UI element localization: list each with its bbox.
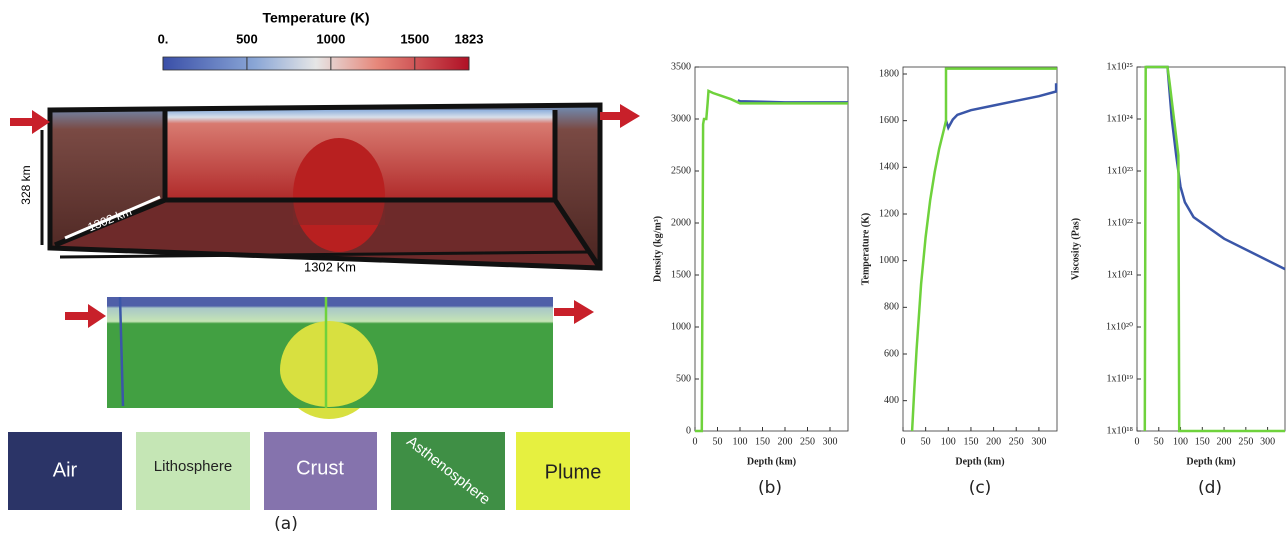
data-line [1145, 67, 1285, 431]
x-tick-label: 250 [1009, 436, 1024, 447]
y-tick-label: 2500 [671, 165, 691, 176]
y-axis-label: Density (kg/m³) [652, 216, 663, 282]
x-tick-label: 100 [733, 436, 748, 447]
x-tick-label: 150 [755, 436, 770, 447]
y-tick-label: 800 [884, 302, 899, 313]
x-tick-label: 200 [986, 436, 1001, 447]
legend-label: Air [53, 459, 78, 481]
caption: (c) [969, 478, 992, 498]
y-tick-label: 1800 [879, 68, 899, 79]
colorbar-tick-label: 1823 [455, 31, 484, 46]
x-tick-label: 200 [778, 436, 793, 447]
data-line [695, 91, 848, 431]
y-tick-label: 1x10²³ [1107, 165, 1133, 176]
plot-frame [1137, 67, 1285, 431]
y-tick-label: 1x10²⁰ [1106, 321, 1133, 332]
x-tick-label: 300 [823, 436, 838, 447]
x-axis-label: Depth (km) [955, 456, 1004, 467]
caption: (a) [274, 514, 298, 534]
data-line [1146, 67, 1285, 269]
x-tick-label: 300 [1031, 436, 1046, 447]
y-tick-label: 3500 [671, 61, 691, 72]
colorbar-tick-label: 1500 [400, 31, 429, 46]
y-tick-label: 1000 [879, 255, 899, 266]
floor-shade [293, 200, 385, 225]
caption: (b) [758, 478, 782, 498]
colorbar-title: Temperature (K) [262, 10, 369, 26]
y-tick-label: 600 [884, 348, 899, 359]
y-tick-label: 1x10²⁵ [1107, 61, 1133, 72]
legend-label: Crust [296, 457, 344, 479]
x-tick-label: 100 [1173, 436, 1188, 447]
y-tick-label: 1400 [879, 162, 899, 173]
x-tick-label: 50 [921, 436, 931, 447]
x-tick-label: 150 [1195, 436, 1210, 447]
data-line [738, 100, 848, 102]
y-tick-label: 1x10²¹ [1107, 269, 1133, 280]
x-tick-label: 50 [713, 436, 723, 447]
y-axis-label: Viscosity (Pas) [1070, 218, 1081, 280]
y-tick-label: 1500 [671, 269, 691, 280]
x-tick-label: 50 [1154, 436, 1164, 447]
legend-label: Lithosphere [154, 458, 232, 475]
caption: (d) [1198, 478, 1222, 498]
x-tick-label: 0 [693, 436, 698, 447]
y-tick-label: 0 [686, 425, 691, 436]
y-axis-label: Temperature (K) [860, 213, 871, 286]
x-axis-label: Depth (km) [747, 456, 796, 467]
data-line [912, 69, 1057, 431]
y-tick-label: 3000 [671, 113, 691, 124]
y-tick-label: 1x10¹⁹ [1107, 373, 1134, 384]
y-tick-label: 2000 [671, 217, 691, 228]
y-tick-label: 1600 [879, 115, 899, 126]
y-tick-label: 1x10²⁴ [1107, 113, 1134, 124]
plot-frame [903, 67, 1057, 431]
legend-label: Plume [545, 461, 602, 483]
plot-frame [695, 67, 848, 431]
colorbar-tick-label: 500 [236, 31, 258, 46]
y-tick-label: 1x10¹⁸ [1107, 425, 1134, 436]
panel-a: Temperature (K) 0. 500 1000 1500 1823 328 km… [8, 10, 640, 534]
x-tick-label: 150 [963, 436, 978, 447]
x-tick-label: 0 [1135, 436, 1140, 447]
x-tick-label: 300 [1260, 436, 1275, 447]
colorbar-tick-label: 1000 [316, 31, 345, 46]
x-tick-label: 250 [800, 436, 815, 447]
y-tick-label: 1000 [671, 321, 691, 332]
y-tick-label: 400 [884, 395, 899, 406]
colorbar [163, 57, 469, 70]
x-tick-label: 100 [941, 436, 956, 447]
data-line [946, 83, 1056, 127]
colorbar-tick-label: 0. [158, 31, 169, 46]
x-axis-label: Depth (km) [1186, 456, 1235, 467]
y-tick-label: 1x10²² [1107, 217, 1133, 228]
x-tick-label: 0 [901, 436, 906, 447]
figure: Temperature (K) 0.500100015001823 328 km… [0, 0, 1287, 536]
x-tick-label: 250 [1238, 436, 1253, 447]
dimension-label: 1302 Km [304, 259, 356, 274]
plume-sphere [293, 138, 385, 252]
y-tick-label: 1200 [879, 208, 899, 219]
y-tick-label: 500 [676, 373, 691, 384]
x-tick-label: 200 [1217, 436, 1232, 447]
dimension-label: 328 km [19, 165, 33, 204]
